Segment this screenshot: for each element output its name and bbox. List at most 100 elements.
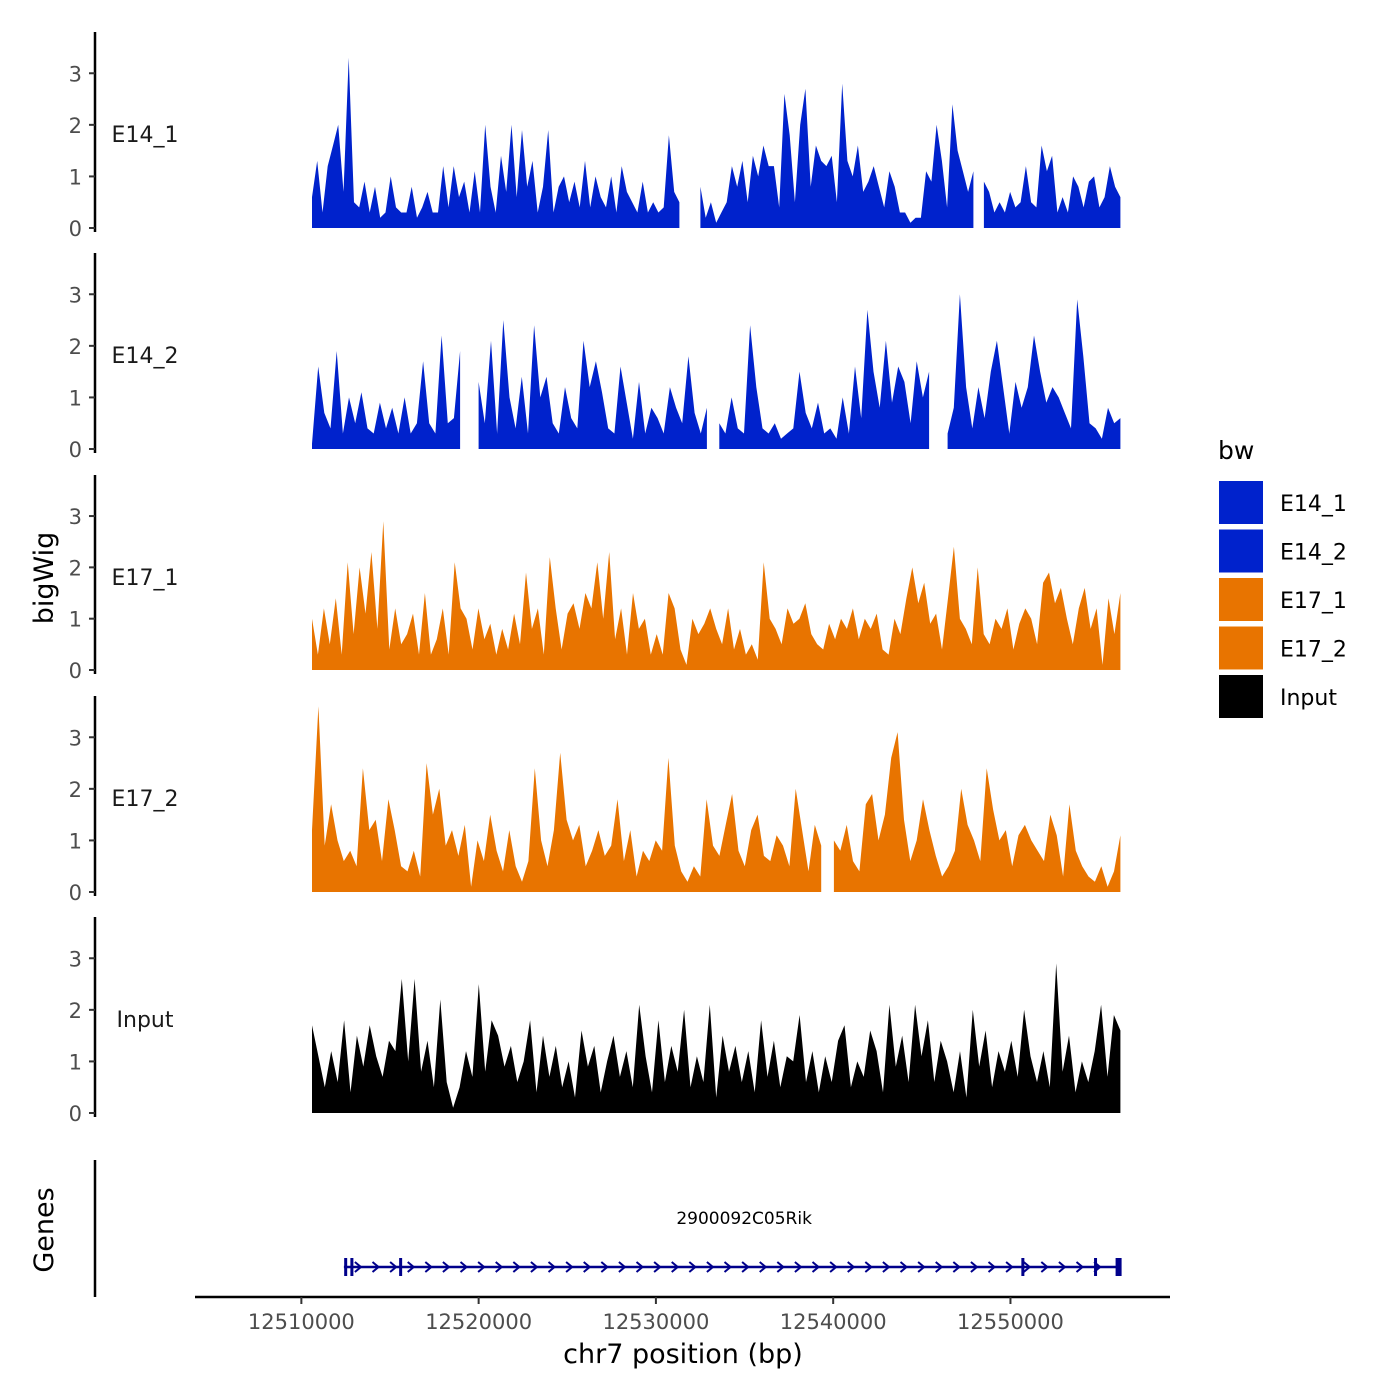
track-E14_2: 0 1 2 3 E14_2 <box>69 253 1121 462</box>
y-tick-label: 0 <box>69 881 82 905</box>
strand-arrow <box>424 1261 433 1273</box>
strand-arrow <box>618 1261 627 1273</box>
signal-area <box>312 335 461 449</box>
strand-arrow <box>811 1261 821 1273</box>
genes-track-title: Genes <box>29 1187 60 1272</box>
strand-arrow <box>688 1261 697 1273</box>
exon-mark <box>344 1258 348 1276</box>
x-axis-title: chr7 position (bp) <box>563 1339 803 1370</box>
strand-arrow <box>935 1261 944 1273</box>
strand-arrow <box>1005 1261 1014 1273</box>
y-tick-label: 3 <box>69 283 82 307</box>
legend-label-E14_2: E14_2 <box>1280 541 1347 566</box>
strand-arrow <box>371 1261 381 1273</box>
legend-swatch-E17_2 <box>1219 626 1263 670</box>
y-tick-label: 1 <box>69 829 82 853</box>
x-tick-label: 12530000 <box>602 1310 709 1334</box>
strand-arrow <box>389 1261 398 1273</box>
track-E17_2: 0 1 2 3 E17_2 <box>69 696 1121 905</box>
signal-area <box>719 309 930 449</box>
y-tick-label: 0 <box>69 217 82 241</box>
strand-arrow <box>829 1261 838 1273</box>
track-label: E14_2 <box>112 344 179 369</box>
legend-swatch-E14_1 <box>1219 481 1263 524</box>
signal-area <box>478 320 707 449</box>
y-tick-label: 2 <box>69 778 82 802</box>
strand-arrow <box>759 1261 768 1273</box>
strand-arrow <box>512 1261 521 1273</box>
strand-arrow <box>653 1261 662 1273</box>
x-tick-label: 12510000 <box>248 1310 355 1334</box>
y-tick-label: 3 <box>69 947 82 971</box>
y-tick-label: 2 <box>69 335 82 359</box>
exon-mark <box>399 1258 403 1276</box>
track-E17_1: 0 1 2 3 E17_1 <box>69 475 1121 683</box>
strand-arrow <box>600 1261 609 1273</box>
exon-mark <box>1094 1258 1098 1276</box>
strand-arrow <box>987 1261 997 1273</box>
legend-swatch-Input <box>1219 675 1263 718</box>
legend-swatch-E14_2 <box>1219 529 1263 573</box>
strand-arrow <box>547 1261 557 1273</box>
strand-arrow <box>583 1261 592 1273</box>
y-tick-label: 0 <box>69 659 82 683</box>
track-label: E17_2 <box>112 787 179 812</box>
strand-arrow <box>776 1261 785 1273</box>
y-tick-label: 2 <box>69 556 82 580</box>
strand-arrow <box>952 1261 961 1273</box>
track-E14_1: 0 1 2 3 E14_1 <box>69 32 1121 241</box>
x-axis: 12510000 12520000 12530000 12540000 12550000 <box>195 1295 1170 1334</box>
strand-arrow <box>970 1261 979 1273</box>
legend-label-Input: Input <box>1280 686 1337 711</box>
exon-mark <box>1021 1258 1025 1276</box>
strand-arrow <box>530 1261 539 1273</box>
genes-track: 2900092C05Rik <box>93 1160 1122 1297</box>
x-tick-label: 12540000 <box>780 1310 887 1334</box>
y-axis-title: bigWig <box>29 532 60 625</box>
strand-arrow <box>1075 1261 1085 1273</box>
y-tick-label: 0 <box>69 1102 82 1126</box>
strand-arrow <box>1023 1261 1032 1273</box>
legend-swatch-E17_1 <box>1219 578 1263 621</box>
strand-arrow <box>741 1261 750 1273</box>
y-tick-label: 1 <box>69 165 82 189</box>
y-tick-label: 1 <box>69 608 82 632</box>
y-tick-label: 2 <box>69 114 82 138</box>
strand-arrow <box>864 1261 873 1273</box>
y-tick-label: 2 <box>69 999 82 1023</box>
y-tick-label: 1 <box>69 386 82 410</box>
signal-area <box>312 521 1121 670</box>
signal-area <box>947 294 1121 449</box>
gene-label: 2900092C05Rik <box>676 1209 812 1229</box>
strand-arrow <box>723 1261 733 1273</box>
track-label: Input <box>117 1008 174 1033</box>
y-tick-label: 3 <box>69 726 82 750</box>
track-label: E14_1 <box>112 123 179 148</box>
bigwig-tracks: 0 1 2 3 E14_1 0 1 2 3 E14_2 0 1 2 3 E17_1 0 1 2 3 E17_2 0 1 2 3… <box>69 32 1121 1126</box>
strand-arrow <box>442 1261 451 1273</box>
legend-label-E14_1: E14_1 <box>1280 492 1347 517</box>
strand-arrow <box>459 1261 469 1273</box>
strand-arrow <box>635 1261 645 1273</box>
x-tick-label: 12520000 <box>425 1310 532 1334</box>
y-tick-label: 1 <box>69 1050 82 1074</box>
strand-arrow <box>1058 1261 1067 1273</box>
x-tick-label: 12550000 <box>957 1310 1064 1334</box>
legend-label-E17_1: E17_1 <box>1280 589 1347 614</box>
y-tick-label: 0 <box>69 438 82 462</box>
strand-arrow <box>847 1261 856 1273</box>
strand-arrow <box>1040 1261 1049 1273</box>
signal-area <box>312 706 822 892</box>
track-label: E17_1 <box>112 566 179 591</box>
signal-area <box>983 145 1121 228</box>
signal-area <box>700 83 974 228</box>
signal-area <box>312 963 1121 1113</box>
strand-arrow <box>899 1261 909 1273</box>
exon-mark <box>350 1258 354 1276</box>
signal-area <box>833 732 1121 892</box>
exon-mark <box>1115 1258 1122 1276</box>
legend-title: bw <box>1218 436 1254 465</box>
strand-arrow <box>354 1261 363 1273</box>
strand-arrow <box>477 1261 486 1273</box>
